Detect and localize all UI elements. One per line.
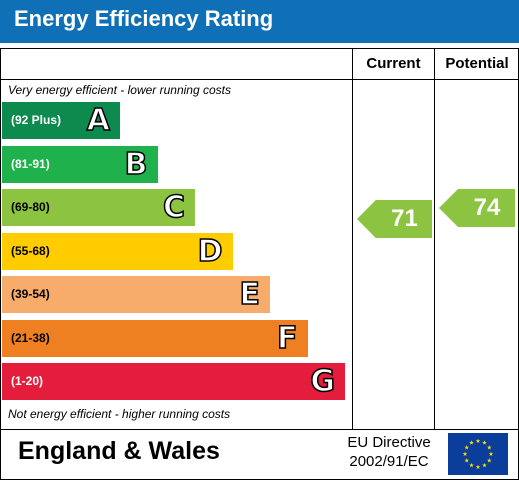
eu-star-icon (462, 451, 468, 456)
potential-rating-value: 74 (473, 194, 501, 221)
rating-band-d: (55-68) D (2, 232, 233, 270)
note-efficient: Very energy efficient - lower running co… (8, 83, 231, 97)
rating-band-c: (69-80) C (2, 189, 195, 226)
rating-band-range: (21-38) (11, 330, 50, 345)
current-rating-value: 71 (391, 205, 418, 232)
header-row-divider (0, 79, 519, 80)
eu-star-icon (482, 462, 487, 468)
rating-band-letter: B (124, 146, 148, 183)
rating-band-e: (39-54) E (2, 276, 270, 313)
rating-band-range: (92 Plus) (11, 113, 62, 127)
rating-band-range: (1-20) (11, 374, 44, 388)
eu-flag-stars (462, 438, 494, 469)
eu-directive-line2: 2002/91/EC (349, 453, 429, 470)
page-title: Energy Efficiency Rating (14, 6, 274, 31)
rating-band-letter: E (239, 276, 261, 313)
column-header-current: Current (366, 55, 421, 72)
eu-star-icon (464, 445, 470, 450)
rating-band-letter: D (197, 233, 223, 270)
eu-star-icon (486, 445, 492, 450)
eu-star-icon (488, 451, 494, 456)
rating-band-g: (1-20) G (2, 363, 345, 400)
rating-band-b: (81-91) B (2, 145, 158, 183)
header-bar: Energy Efficiency Rating (0, 0, 519, 43)
footer-country: England & Wales (18, 437, 220, 465)
rating-band-letter: C (162, 189, 186, 226)
rating-band-a: (92 Plus) A (2, 102, 120, 139)
footer-divider (0, 429, 519, 430)
rating-band-letter: G (310, 363, 336, 400)
column-divider-potential (434, 48, 435, 430)
eu-flag-icon (448, 433, 508, 475)
rating-band-range: (81-91) (11, 156, 50, 171)
current-rating-arrow: 71 (357, 200, 432, 238)
eu-directive-line1: EU Directive (347, 434, 431, 451)
note-inefficient: Not energy efficient - higher running co… (8, 407, 231, 421)
eu-star-icon (464, 458, 470, 463)
potential-rating-arrow: 74 (439, 189, 515, 227)
eu-star-icon (486, 458, 492, 463)
eu-star-icon (469, 462, 474, 468)
rating-band-f: (21-38) F (2, 319, 308, 357)
column-header-potential: Potential (445, 55, 509, 72)
eu-star-icon (475, 438, 481, 443)
rating-band-range: (69-80) (11, 200, 50, 214)
rating-band-letter: A (86, 102, 111, 139)
rating-band-range: (55-68) (11, 243, 50, 258)
rating-band-letter: F (276, 320, 298, 357)
rating-band-range: (39-54) (11, 287, 50, 301)
column-divider-current (352, 48, 353, 430)
eu-star-icon (469, 440, 474, 445)
eu-star-icon (482, 440, 487, 445)
eu-star-icon (475, 464, 481, 469)
eu-directive: EU Directive 2002/91/EC (336, 433, 442, 471)
